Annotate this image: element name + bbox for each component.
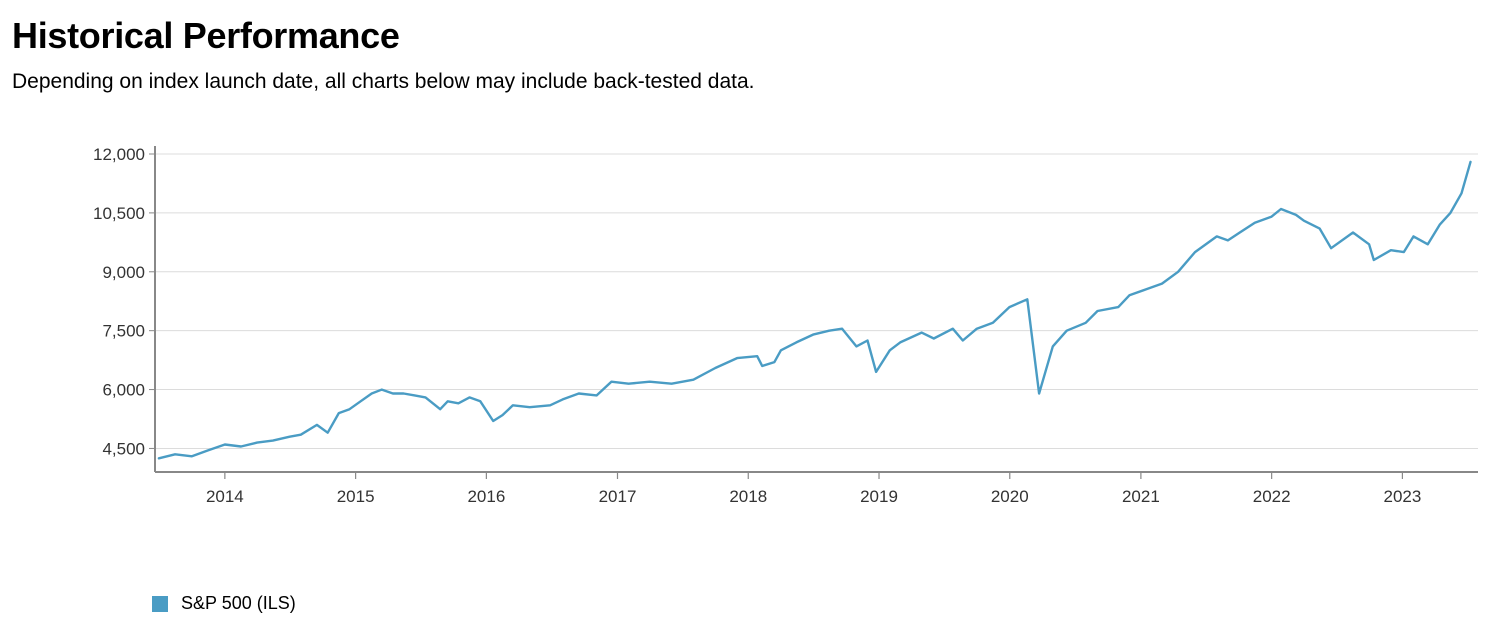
y-tick-label: 7,500 — [102, 322, 145, 341]
chart-gridlines — [155, 153, 1478, 449]
y-tick-label: 9,000 — [102, 263, 145, 282]
y-axis-ticks: 4,500 6,000 7,500 9,000 10,500 12,000 — [93, 145, 155, 458]
x-tick-label: 2017 — [599, 487, 637, 506]
x-tick-label: 2019 — [860, 487, 898, 506]
x-tick-label: 2018 — [729, 487, 767, 506]
x-tick-label: 2016 — [467, 487, 505, 506]
x-tick-label: 2021 — [1122, 487, 1160, 506]
page-title: Historical Performance — [12, 15, 400, 56]
page-subtitle: Depending on index launch date, all char… — [12, 70, 755, 93]
y-tick-label: 6,000 — [102, 381, 145, 400]
y-tick-label: 4,500 — [102, 439, 145, 458]
series-line — [157, 160, 1472, 460]
y-tick-label: 12,000 — [93, 145, 145, 164]
x-axis-ticks: 2014 2015 2016 2017 2018 2019 2020 2021 2022 2023 — [206, 472, 1421, 506]
x-tick-label: 2014 — [206, 487, 244, 506]
x-tick-label: 2022 — [1253, 487, 1291, 506]
y-tick-label: 10,500 — [93, 204, 145, 223]
legend-label: S&P 500 (ILS) — [181, 593, 296, 613]
x-tick-label: 2015 — [337, 487, 375, 506]
x-tick-label: 2020 — [991, 487, 1029, 506]
x-tick-label: 2023 — [1383, 487, 1421, 506]
series-group — [157, 160, 1472, 460]
legend-swatch — [152, 595, 168, 612]
chart-legend: S&P 500 (ILS) — [152, 593, 296, 614]
